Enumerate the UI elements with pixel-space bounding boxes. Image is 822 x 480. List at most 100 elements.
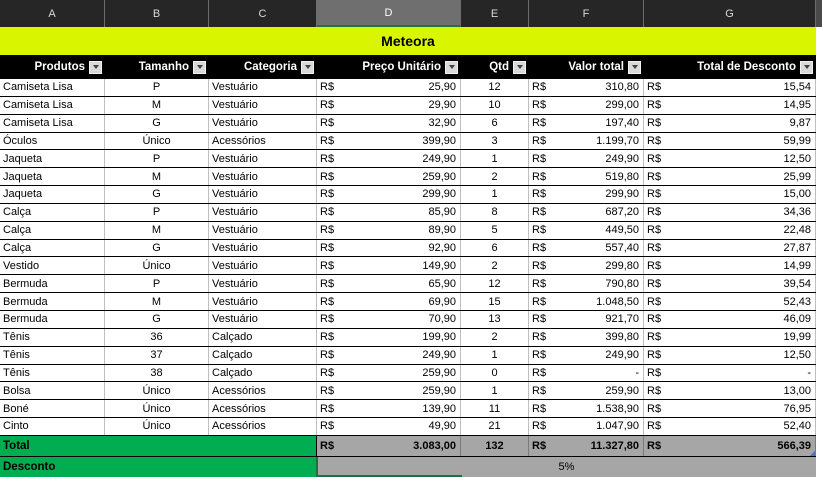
cell-produto[interactable]: Boné — [0, 400, 105, 418]
cell-produto[interactable]: Jaqueta — [0, 168, 105, 186]
column-letter-f[interactable]: F — [529, 0, 644, 27]
cell-valor-total[interactable]: R$ 519,80 — [529, 168, 644, 186]
cell-tamanho[interactable]: M — [105, 221, 209, 239]
column-letter-d-selected[interactable]: D — [317, 0, 461, 27]
cell-produto[interactable]: Calça — [0, 203, 105, 221]
cell-preco-unitario[interactable]: R$ 399,90 — [317, 132, 461, 150]
cell-valor-total[interactable]: R$ 1.047,90 — [529, 418, 644, 435]
cell-valor-total[interactable]: R$ 1.048,50 — [529, 293, 644, 310]
cell-tamanho[interactable]: 37 — [105, 346, 209, 364]
cell-produto[interactable]: Camiseta Lisa — [0, 96, 105, 114]
cell-tamanho[interactable]: P — [105, 150, 209, 168]
cell-qtd[interactable]: 10 — [461, 96, 529, 114]
column-letter-c[interactable]: C — [209, 0, 317, 27]
cell-produto[interactable]: Bermuda — [0, 310, 105, 328]
cell-tamanho[interactable]: G — [105, 239, 209, 257]
cell-categoria[interactable]: Calçado — [209, 328, 317, 346]
cell-tamanho[interactable]: Único — [105, 257, 209, 275]
cell-qtd[interactable]: 6 — [461, 114, 529, 132]
header-cell-categoria[interactable]: Categoria — [209, 55, 317, 79]
cell-preco-unitario[interactable]: R$ 259,90 — [317, 364, 461, 382]
cell-produto[interactable]: Camiseta Lisa — [0, 114, 105, 132]
cell-qtd[interactable]: 1 — [461, 150, 529, 168]
cell-qtd[interactable]: 0 — [461, 364, 529, 382]
total-qtd-cell[interactable]: 132 — [461, 435, 529, 456]
column-letter-a[interactable]: A — [0, 0, 105, 27]
cell-qtd[interactable]: 13 — [461, 310, 529, 328]
cell-valor-total[interactable]: R$ 921,70 — [529, 310, 644, 328]
cell-preco-unitario[interactable]: R$ 259,90 — [317, 168, 461, 186]
cell-preco-unitario[interactable]: R$ 89,90 — [317, 221, 461, 239]
cell-preco-unitario[interactable]: R$ 85,90 — [317, 203, 461, 221]
cell-total-desconto[interactable]: R$ 46,09 — [644, 310, 816, 328]
cell-valor-total[interactable]: R$ 790,80 — [529, 275, 644, 293]
cell-produto[interactable]: Vestido — [0, 257, 105, 275]
cell-produto[interactable]: Jaqueta — [0, 186, 105, 203]
cell-total-desconto[interactable]: R$ 59,99 — [644, 132, 816, 150]
cell-categoria[interactable]: Vestuário — [209, 203, 317, 221]
cell-qtd[interactable]: 11 — [461, 400, 529, 418]
cell-categoria[interactable]: Vestuário — [209, 168, 317, 186]
cell-valor-total[interactable]: R$ 259,90 — [529, 382, 644, 400]
cell-categoria[interactable]: Vestuário — [209, 79, 317, 96]
cell-categoria[interactable]: Vestuário — [209, 257, 317, 275]
cell-preco-unitario[interactable]: R$ 259,90 — [317, 382, 461, 400]
sheet-title-cell[interactable]: Meteora — [0, 27, 816, 55]
cell-qtd[interactable]: 12 — [461, 275, 529, 293]
header-cell-produtos[interactable]: Produtos — [0, 55, 105, 79]
cell-total-desconto[interactable]: R$ 14,99 — [644, 257, 816, 275]
cell-valor-total[interactable]: R$ 197,40 — [529, 114, 644, 132]
cell-categoria[interactable]: Acessórios — [209, 382, 317, 400]
cell-categoria[interactable]: Vestuário — [209, 114, 317, 132]
cell-categoria[interactable]: Acessórios — [209, 132, 317, 150]
cell-total-desconto[interactable]: R$ 27,87 — [644, 239, 816, 257]
cell-categoria[interactable]: Vestuário — [209, 150, 317, 168]
cell-total-desconto[interactable]: R$ 19,99 — [644, 328, 816, 346]
cell-tamanho[interactable]: Único — [105, 132, 209, 150]
cell-preco-unitario[interactable]: R$ 49,90 — [317, 418, 461, 435]
column-letter-g[interactable]: G — [644, 0, 816, 27]
cell-valor-total[interactable]: R$ 449,50 — [529, 221, 644, 239]
cell-qtd[interactable]: 21 — [461, 418, 529, 435]
cell-produto[interactable]: Cinto — [0, 418, 105, 435]
header-cell-total-desconto[interactable]: Total de Desconto — [644, 55, 816, 79]
header-cell-valor-total[interactable]: Valor total — [529, 55, 644, 79]
cell-total-desconto[interactable]: R$ 14,95 — [644, 96, 816, 114]
cell-tamanho[interactable]: G — [105, 114, 209, 132]
cell-produto[interactable]: Bolsa — [0, 382, 105, 400]
cell-tamanho[interactable]: P — [105, 275, 209, 293]
cell-tamanho[interactable]: Único — [105, 382, 209, 400]
cell-produto[interactable]: Jaqueta — [0, 150, 105, 168]
cell-valor-total[interactable]: R$ 299,90 — [529, 186, 644, 203]
cell-tamanho[interactable]: M — [105, 96, 209, 114]
cell-qtd[interactable]: 1 — [461, 346, 529, 364]
column-letter-b[interactable]: B — [105, 0, 209, 27]
cell-tamanho[interactable]: 36 — [105, 328, 209, 346]
cell-valor-total[interactable]: R$ 299,80 — [529, 257, 644, 275]
total-desconto-cell[interactable]: R$ 566,39 — [644, 435, 816, 456]
cell-total-desconto[interactable]: R$ 15,54 — [644, 79, 816, 96]
cell-tamanho[interactable]: G — [105, 310, 209, 328]
cell-produto[interactable]: Camiseta Lisa — [0, 79, 105, 96]
cell-tamanho[interactable]: Único — [105, 418, 209, 435]
filter-dropdown-button[interactable] — [800, 60, 813, 74]
cell-total-desconto[interactable]: R$ 25,99 — [644, 168, 816, 186]
cell-valor-total[interactable]: R$ 687,20 — [529, 203, 644, 221]
cell-preco-unitario[interactable]: R$ 29,90 — [317, 96, 461, 114]
cell-total-desconto[interactable]: R$ 52,43 — [644, 293, 816, 310]
column-letter-e[interactable]: E — [461, 0, 529, 27]
filter-dropdown-button[interactable] — [193, 60, 206, 74]
cell-total-desconto[interactable]: R$ 12,50 — [644, 150, 816, 168]
cell-categoria[interactable]: Vestuário — [209, 239, 317, 257]
cell-categoria[interactable]: Calçado — [209, 364, 317, 382]
desconto-value-cell[interactable]: 5% — [317, 456, 816, 477]
cell-valor-total[interactable]: R$ 399,80 — [529, 328, 644, 346]
header-cell-tamanho[interactable]: Tamanho — [105, 55, 209, 79]
filter-dropdown-button[interactable] — [628, 60, 641, 74]
cell-produto[interactable]: Bermuda — [0, 293, 105, 310]
total-label-cell[interactable]: Total — [0, 435, 317, 456]
cell-qtd[interactable]: 12 — [461, 79, 529, 96]
cell-categoria[interactable]: Acessórios — [209, 400, 317, 418]
cell-preco-unitario[interactable]: R$ 199,90 — [317, 328, 461, 346]
cell-valor-total[interactable]: R$ 249,90 — [529, 150, 644, 168]
